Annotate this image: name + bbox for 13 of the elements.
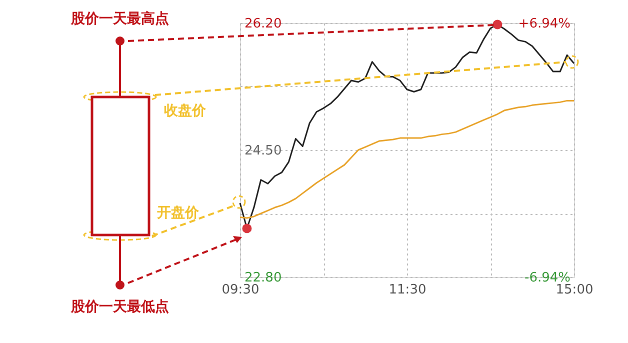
y2-tick-label: -6.94% bbox=[524, 270, 570, 286]
y2-tick-label: +6.94% bbox=[518, 16, 570, 32]
x-tick-label: 15:00 bbox=[556, 282, 594, 298]
y-tick-label: 26.20 bbox=[244, 16, 282, 32]
x-tick-label: 09:30 bbox=[222, 282, 260, 298]
y-tick-label: 22.80 bbox=[244, 270, 282, 286]
line-series bbox=[239, 100, 575, 219]
text: 开盘价 bbox=[157, 204, 199, 222]
text: 收盘价 bbox=[164, 102, 206, 120]
text: 股价一天最高点 bbox=[71, 10, 169, 28]
y-tick-label: 24.50 bbox=[244, 144, 282, 158]
x-tick-label: 11:30 bbox=[388, 282, 426, 298]
text: 股价一天最低点 bbox=[71, 298, 169, 316]
